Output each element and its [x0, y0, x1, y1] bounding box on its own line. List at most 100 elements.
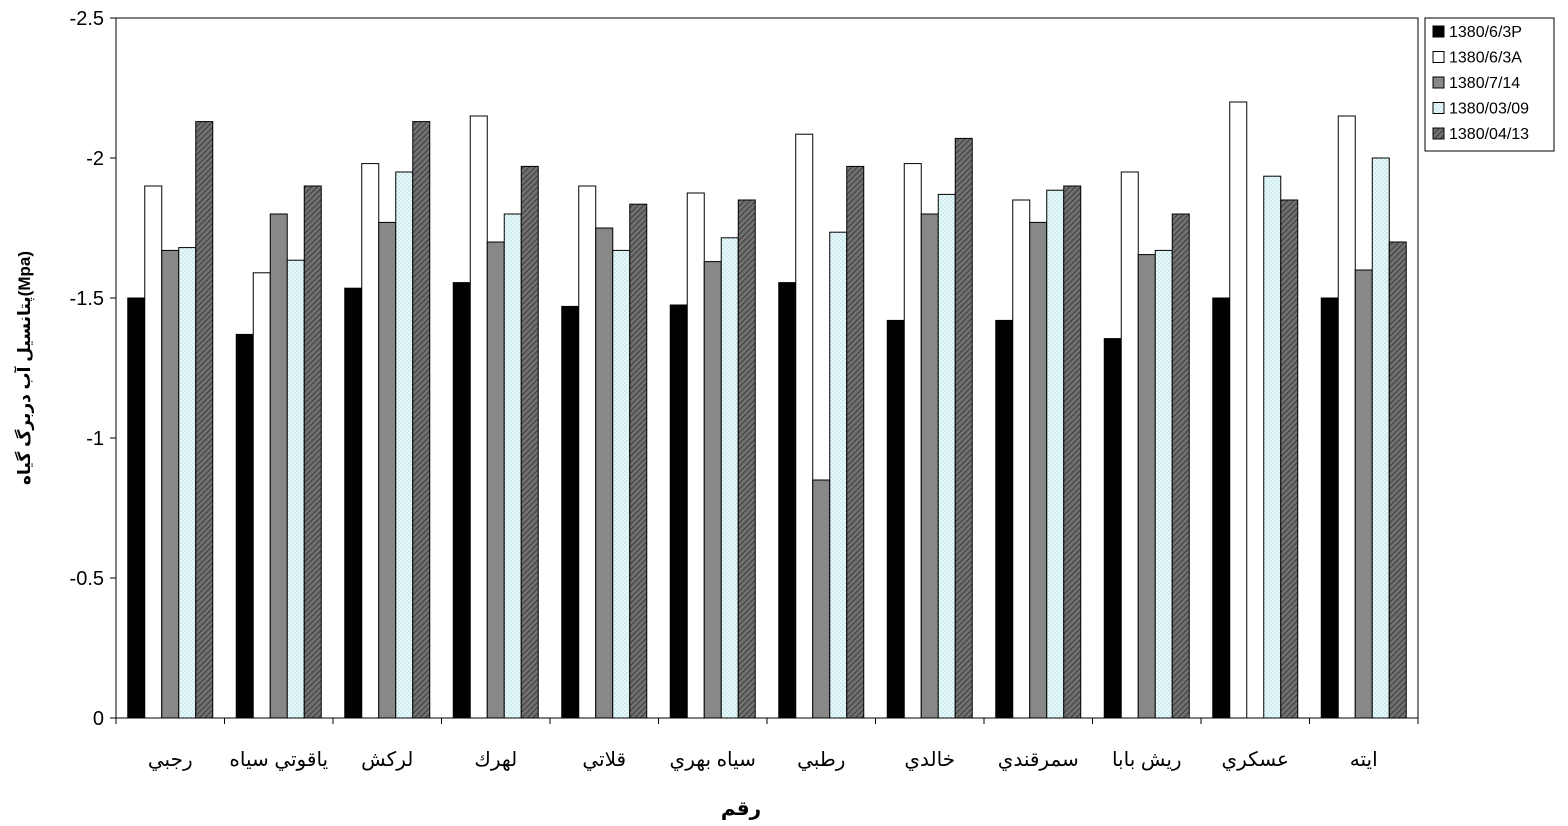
bar [954, 137, 973, 719]
category-label: ريش بابا [1112, 749, 1182, 771]
bar [829, 231, 848, 719]
bar [452, 282, 471, 719]
legend: 1380/6/3P 1380/6/3A 1380/7/14 1380/03/09 138… [1424, 17, 1555, 152]
bar [1212, 297, 1231, 719]
category-label: عسكري [1221, 749, 1289, 772]
category-label: خالدي [904, 749, 955, 772]
y-tick-label: -0.5 [70, 568, 104, 590]
legend-label: 1380/6/3A [1449, 50, 1522, 67]
category-label: لركش [361, 749, 413, 771]
bar [1371, 157, 1390, 719]
bar [812, 479, 831, 719]
bar [561, 305, 580, 719]
bar [1280, 199, 1299, 719]
y-tick-label: 0 [93, 708, 104, 730]
bar [995, 319, 1014, 719]
series-3 [161, 213, 1373, 719]
legend-label: 1380/6/3P [1449, 24, 1522, 41]
bar [703, 261, 722, 719]
bar [1320, 297, 1339, 719]
bar [846, 165, 865, 719]
bar [669, 304, 688, 719]
legend-label: 1380/03/09 [1449, 101, 1529, 118]
bar [1337, 115, 1356, 719]
bar [1029, 221, 1048, 719]
legend-box [1424, 17, 1555, 152]
category-label: سمرقندي [998, 749, 1079, 772]
bar [303, 185, 322, 719]
y-tick-label: -1 [86, 428, 104, 450]
bar [178, 247, 197, 719]
legend-label: 1380/04/13 [1449, 126, 1529, 143]
bar [629, 203, 648, 719]
bar [737, 199, 756, 719]
series-1 [127, 282, 1339, 719]
bar [235, 333, 254, 719]
category-label: لهرك [474, 749, 517, 771]
bar [520, 165, 539, 719]
bar [469, 115, 488, 719]
bar [1388, 241, 1407, 719]
bar [1063, 185, 1082, 719]
bar [578, 185, 597, 719]
y-tick-label: -2.5 [70, 8, 104, 30]
bar [1120, 171, 1139, 719]
bar [886, 319, 905, 719]
category-label: سياه بهري [670, 749, 756, 772]
bar [144, 185, 163, 719]
bar [595, 227, 614, 719]
bar [1354, 269, 1373, 719]
category-label: رطبي [797, 749, 845, 772]
bar [720, 237, 739, 719]
bar [195, 121, 214, 719]
y-tick-label: -2 [86, 148, 104, 170]
category-label: ياقوتي سياه [229, 749, 328, 772]
bar [1229, 101, 1248, 719]
bar [252, 272, 271, 719]
bar [920, 213, 939, 719]
bar [612, 249, 631, 719]
series-2 [144, 101, 1356, 719]
bar [1012, 199, 1031, 719]
x-axis: رجبي ياقوتي سياه لركش لهرك قلاتي سياه بهري رطب… [115, 718, 1419, 772]
bars-layer [127, 101, 1407, 719]
category-label: قلاتي [582, 749, 626, 772]
bar [127, 297, 146, 719]
bar [412, 121, 431, 719]
bar [1046, 189, 1065, 719]
y-axis-title: پتانسيل آب دربرگ گياه(Mpa) [13, 251, 35, 485]
legend-swatch [1432, 127, 1445, 140]
bar [686, 192, 705, 719]
bar [1137, 254, 1156, 719]
bar [903, 163, 922, 719]
category-label: رجبي [148, 749, 193, 772]
bar [286, 259, 305, 719]
legend-swatch [1432, 102, 1445, 114]
legend-swatch [1432, 51, 1445, 63]
legend-swatch [1432, 76, 1445, 89]
bar [1171, 213, 1190, 719]
bar [378, 221, 397, 719]
bar [486, 241, 505, 719]
bar [778, 282, 797, 719]
y-axis: -2.5 -2 -1.5 -1 -0.5 0 [70, 8, 116, 730]
series-4 [178, 157, 1390, 719]
bar [1103, 338, 1122, 719]
bar [395, 171, 414, 719]
x-axis-title: رقم [721, 798, 761, 820]
bar [503, 213, 522, 719]
category-label: ايته [1350, 749, 1378, 771]
plot-area [115, 17, 1419, 719]
series-5 [195, 121, 1407, 719]
bar [161, 249, 180, 719]
y-tick-label: -1.5 [70, 288, 104, 310]
bar [795, 133, 814, 719]
bar [1263, 175, 1282, 719]
legend-swatch [1432, 25, 1445, 38]
bar [1154, 249, 1173, 719]
bar [937, 193, 956, 719]
bar [361, 163, 380, 719]
legend-label: 1380/7/14 [1449, 75, 1520, 92]
